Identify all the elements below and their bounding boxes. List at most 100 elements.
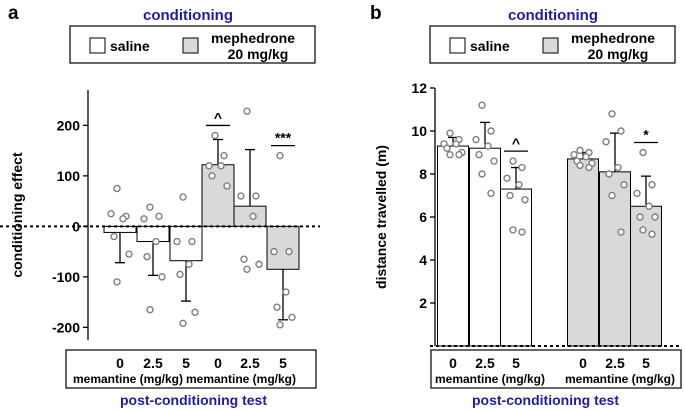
panel-a-data-point bbox=[110, 232, 118, 241]
panel-a-legend-drug-swatch bbox=[182, 37, 199, 54]
panel-a-y-tick-label: 100 bbox=[57, 168, 81, 184]
panel-b-data-point bbox=[651, 213, 659, 221]
panel-a-data-point bbox=[143, 252, 151, 261]
panel-b-data-point bbox=[472, 135, 480, 144]
panel-b-data-point bbox=[576, 146, 584, 155]
panel-a-data-point bbox=[176, 270, 184, 279]
panel-b-data-point bbox=[576, 161, 584, 170]
panel-a-data-point bbox=[285, 247, 293, 256]
panel-b-data-point bbox=[633, 189, 641, 198]
panel-b-footer: post-conditioning test bbox=[472, 392, 619, 408]
panel-b-data-point bbox=[648, 230, 656, 238]
panel-a-data-point bbox=[179, 193, 187, 201]
panel-b-dose-label: memantine (mg/kg) bbox=[565, 372, 675, 386]
panel-a-y-tick-label: -200 bbox=[52, 319, 80, 335]
panel-a-data-point bbox=[211, 131, 219, 140]
panel-a-dose-label: memantine (mg/kg) bbox=[186, 372, 296, 386]
panel-a-data-point bbox=[249, 212, 257, 220]
panel-b-dose-tick: 5 bbox=[512, 355, 520, 371]
panel-a-data-point bbox=[146, 203, 154, 211]
panel-a-data-point bbox=[255, 260, 263, 268]
panel-b-data-point bbox=[636, 213, 644, 221]
panel-b-legend-saline: saline bbox=[470, 38, 510, 54]
panel-b-data-point bbox=[509, 226, 517, 234]
panel-b-data-point bbox=[487, 127, 495, 135]
panel-a-data-point bbox=[208, 172, 216, 180]
panel-b-data-point bbox=[582, 153, 590, 161]
panel-b-y-tick-label: 8 bbox=[419, 166, 427, 182]
panel-a-bar bbox=[136, 225, 170, 243]
panel-b-dose-tick: 0 bbox=[579, 355, 587, 371]
panel-a-data-point bbox=[205, 162, 213, 170]
panel-a-dose-tick: 0 bbox=[116, 355, 124, 371]
panel-b-data-point bbox=[503, 174, 511, 183]
panel-b-dose-tick: 2.5 bbox=[475, 355, 495, 371]
panel-a-dose-tick: 2.5 bbox=[240, 355, 260, 371]
panel-b-data-point bbox=[639, 226, 647, 234]
panel-a-data-point bbox=[179, 319, 187, 328]
panel-b-bar bbox=[599, 171, 631, 347]
panel-b-data-point bbox=[639, 148, 647, 157]
panel-a: a conditioning saline mephedrone 20 mg/k… bbox=[0, 3, 320, 408]
panel-a-letter: a bbox=[8, 3, 19, 24]
panel-a-data-point bbox=[155, 212, 163, 220]
panel-b-data-point bbox=[487, 189, 495, 198]
panel-b-data-point bbox=[518, 163, 526, 172]
panel-b-data-point bbox=[515, 181, 523, 189]
panel-a-data-point bbox=[191, 308, 199, 316]
panel-a-data-point bbox=[125, 250, 133, 258]
panel-b-data-point bbox=[617, 228, 625, 236]
panel-b-dose-tick: 2.5 bbox=[605, 355, 625, 371]
panel-a-data-point bbox=[282, 288, 290, 296]
panel-a-dose-tick: 5 bbox=[182, 355, 190, 371]
panel-b-data-point bbox=[518, 228, 526, 236]
panel-a-data-point bbox=[270, 247, 278, 256]
panel-b-dose-box bbox=[430, 349, 682, 389]
panel-b-dose-tick: 5 bbox=[642, 355, 650, 371]
panel-b-data-point bbox=[452, 140, 460, 148]
panel-b-sig-label: ^ bbox=[512, 135, 520, 151]
panel-b-data-point bbox=[443, 144, 451, 152]
panel-b-data-point bbox=[620, 181, 628, 189]
panel-b-y-tick-label: 2 bbox=[419, 295, 427, 311]
panel-a-data-point bbox=[158, 273, 166, 281]
panel-a-legend-saline-swatch bbox=[89, 37, 106, 54]
panel-b-y-label: distance travelled (m) bbox=[373, 145, 389, 289]
panel-b-data-point bbox=[478, 170, 486, 178]
panel-a-data-point bbox=[273, 303, 281, 311]
panel-a-data-point bbox=[240, 255, 248, 263]
panel-b-data-point bbox=[570, 150, 578, 159]
panel-b-y-tick-label: 12 bbox=[411, 80, 427, 96]
panel-a-data-point bbox=[185, 260, 193, 268]
panel-b-data-point bbox=[608, 110, 616, 118]
panel-b-bar bbox=[630, 205, 662, 347]
panel-a-data-point bbox=[276, 151, 284, 160]
panel-a-data-point bbox=[243, 265, 251, 273]
panel-b: b conditioning saline mephedrone 20 mg/k… bbox=[370, 3, 682, 408]
panel-b-letter: b bbox=[370, 3, 382, 24]
panel-a-data-point bbox=[140, 215, 148, 223]
panel-b-data-point bbox=[605, 170, 613, 178]
panel-b-bar bbox=[469, 147, 501, 347]
panel-b-data-point bbox=[645, 202, 653, 210]
panel-a-y-label: conditioning effect bbox=[9, 152, 25, 278]
panel-b-data-point bbox=[617, 127, 625, 135]
panel-b-bar bbox=[500, 188, 532, 347]
panel-b-data-point bbox=[509, 157, 517, 165]
panel-a-data-point bbox=[288, 313, 296, 321]
panel-a-data-point bbox=[119, 215, 127, 223]
panel-b-legend-drug-line2: 20 mg/kg bbox=[588, 46, 649, 62]
panel-a-data-point bbox=[237, 192, 245, 200]
panel-a-data-point bbox=[173, 237, 181, 246]
panel-b-title: conditioning bbox=[508, 7, 598, 24]
panel-a-footer: post-conditioning test bbox=[120, 392, 267, 408]
panel-a-data-point bbox=[188, 237, 196, 246]
panel-b-data-point bbox=[478, 101, 486, 109]
panel-a-data-point bbox=[220, 151, 228, 160]
panel-b-data-point bbox=[648, 181, 656, 189]
panel-a-dose-tick: 2.5 bbox=[143, 355, 163, 371]
panel-b-data-point bbox=[484, 142, 492, 150]
panel-b-data-point bbox=[608, 191, 616, 200]
